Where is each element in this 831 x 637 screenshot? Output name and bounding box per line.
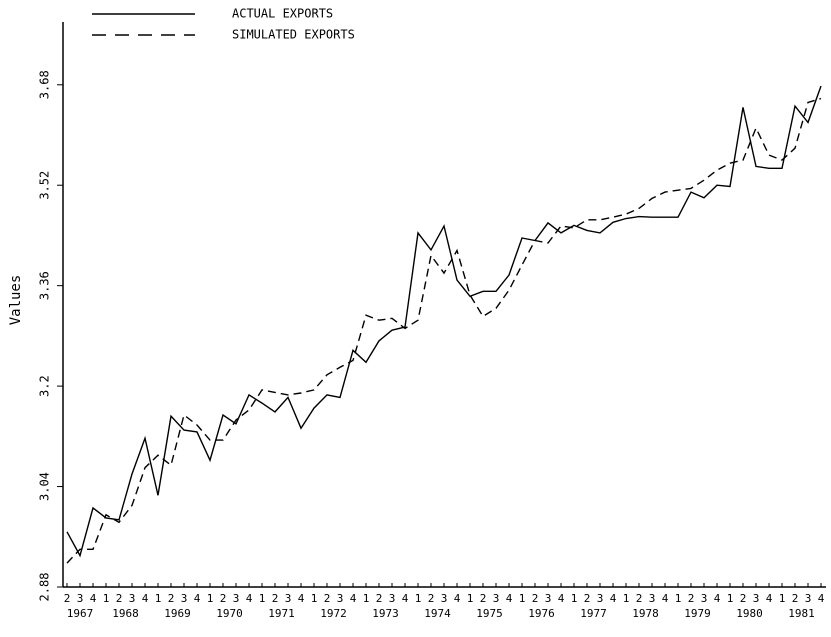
x-tick-label: 1 [103, 592, 110, 605]
x-tick-label: 3 [597, 592, 604, 605]
y-tick-label: 3.2 [38, 375, 52, 397]
x-tick-label: 1 [363, 592, 370, 605]
x-tick-label: 3 [753, 592, 760, 605]
y-tick-label: 3.36 [38, 271, 52, 300]
x-tick-label: 2 [376, 592, 383, 605]
x-tick-label: 4 [90, 592, 97, 605]
x-tick-label: 1 [571, 592, 578, 605]
y-tick-label: 3.52 [38, 171, 52, 200]
x-year-label: 1971 [268, 607, 295, 620]
x-year-label: 1968 [112, 607, 139, 620]
series-line [66, 85, 822, 558]
x-year-label: 1977 [580, 607, 607, 620]
x-tick-label: 3 [441, 592, 448, 605]
x-tick-label: 3 [649, 592, 656, 605]
x-tick-label: 2 [220, 592, 227, 605]
x-tick-label: 3 [285, 592, 292, 605]
y-tick-label: 3.68 [38, 70, 52, 99]
x-tick-label: 2 [688, 592, 695, 605]
x-tick-label: 1 [311, 592, 318, 605]
x-year-label: 1979 [684, 607, 711, 620]
x-tick-label: 3 [233, 592, 240, 605]
legend-label: ACTUAL EXPORTS [232, 7, 333, 21]
x-year-label: 1970 [216, 607, 243, 620]
x-tick-label: 1 [623, 592, 630, 605]
x-tick-label: 4 [714, 592, 721, 605]
x-tick-label: 2 [584, 592, 591, 605]
series-line [66, 97, 822, 564]
x-tick-label: 4 [350, 592, 357, 605]
x-tick-label: 4 [662, 592, 669, 605]
x-tick-label: 1 [675, 592, 682, 605]
x-tick-label: 1 [207, 592, 214, 605]
x-tick-label: 3 [337, 592, 344, 605]
x-year-label: 1978 [632, 607, 659, 620]
y-axis-label: Values [8, 275, 24, 326]
x-year-label: 1967 [67, 607, 94, 620]
x-tick-label: 4 [454, 592, 461, 605]
x-tick-label: 3 [77, 592, 84, 605]
x-tick-label: 2 [740, 592, 747, 605]
x-tick-label: 3 [181, 592, 188, 605]
x-tick-label: 1 [519, 592, 526, 605]
x-tick-label: 3 [701, 592, 708, 605]
x-tick-label: 4 [506, 592, 513, 605]
x-tick-label: 2 [168, 592, 175, 605]
x-tick-label: 4 [610, 592, 617, 605]
x-tick-label: 1 [467, 592, 474, 605]
x-tick-label: 2 [480, 592, 487, 605]
x-tick-label: 1 [727, 592, 734, 605]
x-year-label: 1969 [164, 607, 191, 620]
x-tick-label: 2 [272, 592, 279, 605]
x-tick-label: 1 [779, 592, 786, 605]
x-tick-label: 2 [532, 592, 539, 605]
y-tick-label: 3.04 [38, 472, 52, 501]
x-tick-label: 4 [558, 592, 565, 605]
x-year-label: 1981 [788, 607, 815, 620]
x-tick-label: 4 [766, 592, 773, 605]
x-year-label: 1975 [476, 607, 503, 620]
x-tick-label: 2 [324, 592, 331, 605]
x-year-label: 1980 [736, 607, 763, 620]
x-tick-label: 3 [545, 592, 552, 605]
x-tick-label: 4 [402, 592, 409, 605]
x-tick-label: 3 [129, 592, 136, 605]
x-year-label: 1973 [372, 607, 399, 620]
x-tick-label: 4 [818, 592, 825, 605]
x-year-label: 1976 [528, 607, 555, 620]
x-tick-label: 4 [194, 592, 201, 605]
x-tick-label: 2 [116, 592, 123, 605]
x-tick-label: 2 [428, 592, 435, 605]
x-tick-label: 4 [298, 592, 305, 605]
x-tick-label: 2 [792, 592, 799, 605]
legend-label: SIMULATED EXPORTS [232, 28, 355, 42]
x-tick-label: 4 [246, 592, 253, 605]
y-tick-label: 2.88 [38, 573, 52, 602]
x-year-label: 1972 [320, 607, 347, 620]
x-tick-label: 1 [155, 592, 162, 605]
x-year-label: 1974 [424, 607, 451, 620]
x-tick-label: 1 [415, 592, 422, 605]
x-tick-label: 3 [805, 592, 812, 605]
x-tick-label: 3 [389, 592, 396, 605]
x-tick-label: 2 [636, 592, 643, 605]
x-tick-label: 3 [493, 592, 500, 605]
x-tick-label: 4 [142, 592, 149, 605]
x-tick-label: 2 [64, 592, 71, 605]
x-tick-label: 1 [259, 592, 266, 605]
